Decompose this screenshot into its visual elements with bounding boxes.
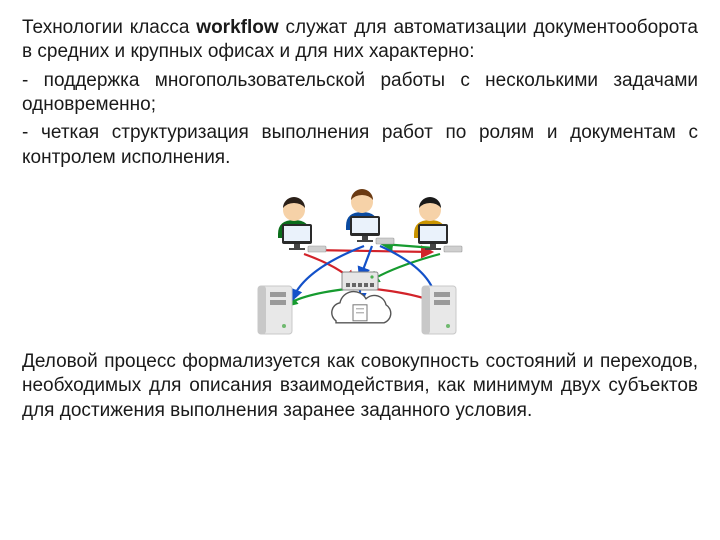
bullet-2: - четкая структуризация выполнения работ… (22, 121, 698, 170)
paragraph-conclusion: Деловой процесс формализуется как совоку… (22, 350, 698, 423)
workflow-diagram (210, 176, 510, 344)
slide-page: Технологии класса workflow служат для ав… (0, 0, 720, 437)
paragraph-intro: Технологии класса workflow служат для ав… (22, 16, 698, 65)
intro-pre: Технологии класса (22, 17, 196, 38)
bullet-1: - поддержка многопользовательской работы… (22, 69, 698, 118)
diagram-container (22, 176, 698, 344)
intro-bold: workflow (196, 17, 278, 38)
